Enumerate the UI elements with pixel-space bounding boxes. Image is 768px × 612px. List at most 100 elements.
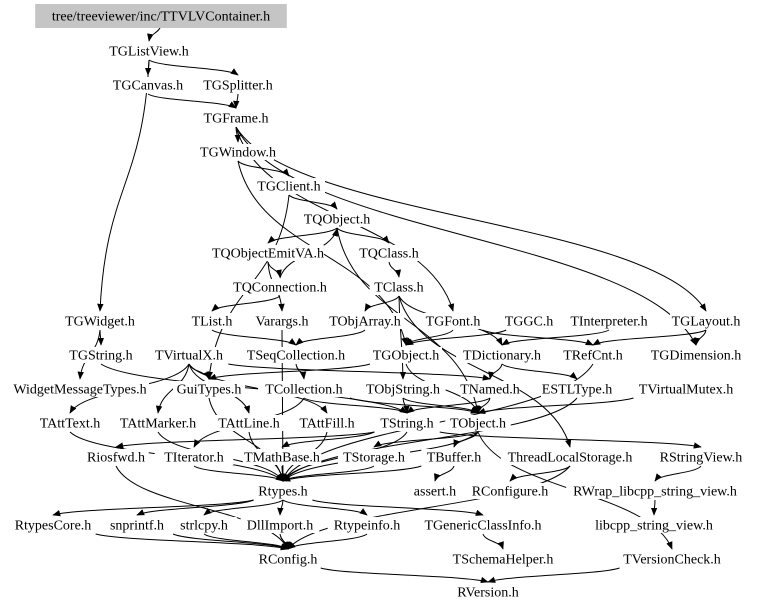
node-label-Varargs[interactable]: Varargs.h — [255, 315, 308, 330]
node-label-TGClient[interactable]: TGClient.h — [257, 180, 320, 195]
node-TVirtualX[interactable]: TVirtualX.h — [149, 347, 229, 364]
node-TObjString[interactable]: TObjString.h — [360, 381, 446, 398]
node-label-TList[interactable]: TList.h — [192, 315, 233, 330]
node-TBuffer[interactable]: TBuffer.h — [421, 449, 487, 466]
node-label-TVirtualMutex[interactable]: TVirtualMutex.h — [639, 383, 733, 398]
node-label-TQObject[interactable]: TQObject.h — [304, 213, 370, 228]
node-label-Rtypeinfo[interactable]: Rtypeinfo.h — [334, 519, 401, 534]
node-label-TClass[interactable]: TClass.h — [374, 281, 423, 296]
node-label-TDictionary[interactable]: TDictionary.h — [463, 349, 541, 364]
node-label-TSchemaHelper[interactable]: TSchemaHelper.h — [453, 553, 554, 568]
node-TQClass[interactable]: TQClass.h — [356, 245, 422, 262]
node-label-TTVLVContainer[interactable]: tree/treeviewer/inc/TTVLVContainer.h — [52, 10, 270, 25]
node-label-TGDimension[interactable]: TGDimension.h — [651, 349, 742, 364]
node-label-strlcpy[interactable]: strlcpy.h — [180, 519, 228, 534]
node-label-TAttText[interactable]: TAttText.h — [40, 417, 101, 432]
node-TGLayout[interactable]: TGLayout.h — [670, 313, 742, 330]
node-label-TGGC[interactable]: TGGC.h — [505, 315, 554, 330]
node-label-TObjString[interactable]: TObjString.h — [366, 383, 440, 398]
node-label-TAttMarker[interactable]: TAttMarker.h — [120, 417, 196, 432]
node-TObject[interactable]: TObject.h — [445, 415, 511, 432]
node-label-RtypesCore[interactable]: RtypesCore.h — [15, 519, 92, 534]
node-label-TInterpreter[interactable]: TInterpreter.h — [570, 315, 647, 330]
node-label-TMathBase[interactable]: TMathBase.h — [244, 451, 320, 466]
node-TTVLVContainer[interactable]: tree/treeviewer/inc/TTVLVContainer.h — [35, 4, 287, 28]
node-label-snprintf[interactable]: snprintf.h — [110, 519, 164, 534]
node-label-TGenericClassInfo[interactable]: TGenericClassInfo.h — [424, 519, 541, 534]
node-TGClient[interactable]: TGClient.h — [253, 178, 325, 195]
node-Rtypes[interactable]: Rtypes.h — [253, 483, 313, 500]
node-label-TIterator[interactable]: TIterator.h — [164, 451, 223, 466]
node-RWrap_libcpp_string_view[interactable]: RWrap_libcpp_string_view.h — [566, 483, 744, 500]
node-TSchemaHelper[interactable]: TSchemaHelper.h — [450, 551, 556, 568]
node-label-TAttFill[interactable]: TAttFill.h — [299, 417, 354, 432]
node-RtypesCore[interactable]: RtypesCore.h — [10, 517, 96, 534]
node-label-TSeqCollection[interactable]: TSeqCollection.h — [247, 349, 345, 364]
node-label-RStringView[interactable]: RStringView.h — [660, 451, 743, 466]
node-TGSplitter[interactable]: TGSplitter.h — [195, 77, 281, 94]
node-TAttFill[interactable]: TAttFill.h — [291, 415, 363, 432]
node-label-ESTLType[interactable]: ESTLType.h — [542, 383, 612, 398]
node-TGFrame[interactable]: TGFrame.h — [203, 110, 269, 127]
node-TDictionary[interactable]: TDictionary.h — [456, 347, 548, 364]
node-Riosfwd[interactable]: Riosfwd.h — [83, 449, 149, 466]
node-label-TBuffer[interactable]: TBuffer.h — [427, 451, 482, 466]
node-TSeqCollection[interactable]: TSeqCollection.h — [240, 347, 352, 364]
node-label-TGFont[interactable]: TGFont.h — [426, 315, 481, 330]
node-TVersionCheck[interactable]: TVersionCheck.h — [619, 551, 725, 568]
node-TGWindow[interactable]: TGWindow.h — [200, 144, 276, 161]
node-label-TAttLine[interactable]: TAttLine.h — [218, 417, 279, 432]
node-TQConnection[interactable]: TQConnection.h — [230, 279, 330, 296]
node-label-TObject[interactable]: TObject.h — [450, 417, 506, 432]
node-TQObjectEmitVA[interactable]: TQObjectEmitVA.h — [212, 245, 324, 262]
node-label-WidgetMessageTypes[interactable]: WidgetMessageTypes.h — [13, 383, 146, 398]
node-label-TString[interactable]: TString.h — [380, 417, 433, 432]
node-TNamed[interactable]: TNamed.h — [460, 381, 520, 398]
node-label-TNamed[interactable]: TNamed.h — [460, 383, 519, 398]
node-TGFont[interactable]: TGFont.h — [423, 313, 483, 330]
node-label-TGCanvas[interactable]: TGCanvas.h — [113, 79, 183, 94]
node-TGDimension[interactable]: TGDimension.h — [650, 347, 742, 364]
node-label-TGListView[interactable]: TGListView.h — [109, 45, 189, 60]
node-label-ThreadLocalStorage[interactable]: ThreadLocalStorage.h — [508, 451, 633, 466]
node-label-TCollection[interactable]: TCollection.h — [265, 383, 342, 398]
node-label-GuiTypes[interactable]: GuiTypes.h — [177, 383, 242, 398]
node-label-assert[interactable]: assert.h — [414, 485, 456, 500]
node-label-Rtypes[interactable]: Rtypes.h — [258, 485, 307, 500]
node-label-TObjArray[interactable]: TObjArray.h — [329, 315, 401, 330]
node-label-TQConnection[interactable]: TQConnection.h — [233, 281, 327, 296]
node-TGListView[interactable]: TGListView.h — [106, 43, 192, 60]
node-TList[interactable]: TList.h — [185, 313, 239, 330]
node-GuiTypes[interactable]: GuiTypes.h — [173, 381, 245, 398]
node-ESTLType[interactable]: ESTLType.h — [541, 381, 613, 398]
node-ThreadLocalStorage[interactable]: ThreadLocalStorage.h — [501, 449, 639, 466]
node-TRefCnt[interactable]: TRefCnt.h — [560, 347, 626, 364]
node-label-TGLayout[interactable]: TGLayout.h — [672, 315, 741, 330]
node-RConfigure[interactable]: RConfigure.h — [467, 483, 553, 500]
node-label-RWrap_libcpp_string_view[interactable]: RWrap_libcpp_string_view.h — [573, 485, 737, 500]
node-label-DllImport[interactable]: DllImport.h — [247, 519, 314, 534]
node-label-Riosfwd[interactable]: Riosfwd.h — [87, 451, 145, 466]
node-TVirtualMutex[interactable]: TVirtualMutex.h — [633, 381, 739, 398]
node-label-TGWindow[interactable]: TGWindow.h — [200, 146, 276, 161]
node-label-TGWidget[interactable]: TGWidget.h — [65, 315, 135, 330]
node-label-TVirtualX[interactable]: TVirtualX.h — [155, 349, 223, 364]
node-TObjArray[interactable]: TObjArray.h — [325, 313, 405, 330]
node-DllImport[interactable]: DllImport.h — [240, 517, 320, 534]
node-TAttMarker[interactable]: TAttMarker.h — [115, 415, 201, 432]
node-TGenericClassInfo[interactable]: TGenericClassInfo.h — [417, 517, 549, 534]
node-label-libcpp_string_view[interactable]: libcpp_string_view.h — [595, 519, 713, 534]
node-label-TGString[interactable]: TGString.h — [69, 349, 132, 364]
node-TInterpreter[interactable]: TInterpreter.h — [559, 313, 659, 330]
node-TGString[interactable]: TGString.h — [65, 347, 137, 364]
node-TStorage[interactable]: TStorage.h — [338, 449, 410, 466]
node-label-TGObject[interactable]: TGObject.h — [373, 349, 439, 364]
node-RConfig[interactable]: RConfig.h — [255, 551, 321, 568]
node-RStringView[interactable]: RStringView.h — [655, 449, 747, 466]
node-assert[interactable]: assert.h — [405, 483, 465, 500]
node-TQObject[interactable]: TQObject.h — [301, 211, 373, 228]
node-TAttLine[interactable]: TAttLine.h — [213, 415, 285, 432]
node-Rtypeinfo[interactable]: Rtypeinfo.h — [327, 517, 407, 534]
node-TString[interactable]: TString.h — [374, 415, 440, 432]
node-label-TQObjectEmitVA[interactable]: TQObjectEmitVA.h — [212, 247, 324, 262]
